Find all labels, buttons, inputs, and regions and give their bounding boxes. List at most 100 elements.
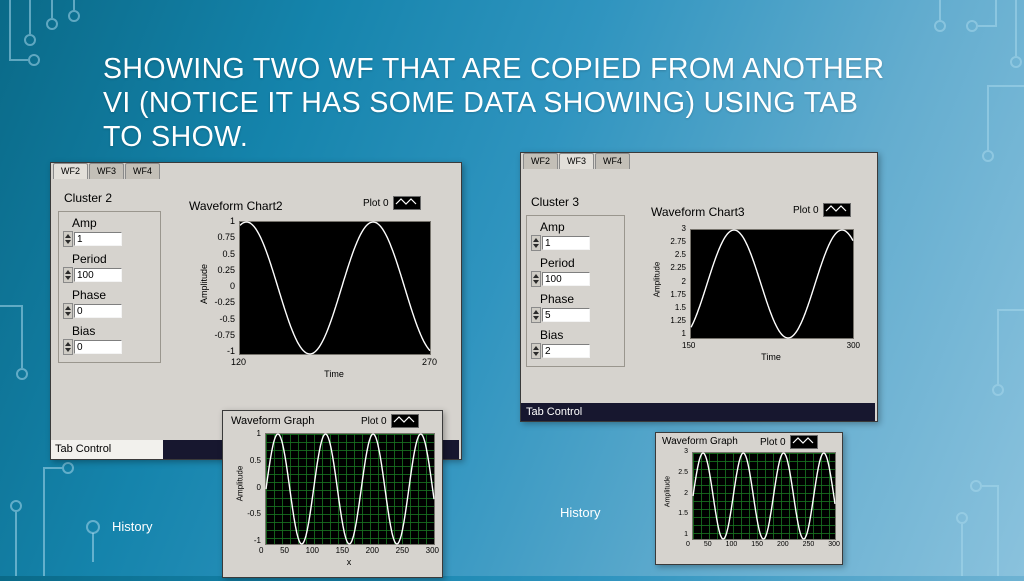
tab-control-label: Tab Control (51, 440, 163, 459)
tick-label: 1.5 (678, 510, 688, 518)
tick-label: 2.75 (670, 237, 686, 247)
y-axis-ticks: 1 0.75 0.5 0.25 0 -0.25 -0.5 -0.75 -1 (203, 216, 235, 356)
tab-wf2[interactable]: WF2 (53, 163, 88, 179)
tick-label: 250 (802, 541, 815, 548)
tick-label: 300 (425, 546, 439, 555)
increment-decrement-spinner[interactable] (531, 235, 541, 251)
cluster-3: Amp Period Phase Bias (526, 215, 625, 367)
increment-decrement-spinner[interactable] (63, 339, 73, 355)
tick-label: 50 (280, 546, 289, 555)
cluster2-phase-input[interactable] (74, 304, 122, 318)
cluster-label: Cluster 3 (531, 195, 580, 209)
tick-label: 0 (259, 546, 264, 555)
numeric-control-period: Period (531, 256, 619, 287)
tick-label: 100 (305, 546, 319, 555)
tab-wf4[interactable]: WF4 (595, 153, 630, 169)
tick-label: 2.25 (670, 263, 686, 273)
cluster3-amp-input[interactable] (542, 236, 590, 250)
tick-label: 150 (751, 541, 763, 548)
graph-plot-area (265, 433, 435, 545)
plot-legend[interactable]: Plot 0 (361, 414, 419, 428)
waveform-trace (691, 230, 853, 338)
cluster2-period-input[interactable] (74, 268, 122, 282)
tick-label: 300 (828, 541, 840, 548)
tick-label: 0 (229, 281, 235, 291)
tick-label: 270 (421, 357, 437, 367)
tab-wf3[interactable]: WF3 (559, 153, 594, 169)
cluster2-bias-input[interactable] (74, 340, 122, 354)
numeric-control-bias: Bias (531, 328, 619, 359)
plot-legend[interactable]: Plot 0 (363, 196, 421, 210)
tick-label: 0.25 (217, 264, 235, 275)
tab-bar-left: WF2 WF3 WF4 (53, 163, 160, 179)
tick-label: 1 (684, 531, 688, 538)
plot-legend[interactable]: Plot 0 (760, 435, 818, 449)
plot-legend[interactable]: Plot 0 (793, 203, 851, 217)
numeric-control-period: Period (63, 252, 155, 283)
increment-decrement-spinner[interactable] (63, 303, 73, 319)
waveform-graph-window-left: Waveform Graph Plot 0 Amplitude 1 0.5 0 -0.… (222, 410, 443, 578)
cluster3-bias-input[interactable] (542, 344, 590, 358)
chart-title: Waveform Chart3 (651, 205, 745, 219)
waveform-graph-window-right: Waveform Graph Plot 0 Amplitude 3 2.5 2 1.5… (655, 432, 843, 565)
increment-decrement-spinner[interactable] (531, 343, 541, 359)
tick-label: 0 (686, 541, 690, 548)
field-label: Period (540, 256, 575, 270)
tick-label: 0.5 (222, 248, 235, 259)
tick-label: 150 (335, 546, 349, 555)
increment-decrement-spinner[interactable] (531, 271, 541, 287)
tab-wf2[interactable]: WF2 (523, 153, 558, 169)
waveform-graph-right-chart: Amplitude 3 2.5 2 1.5 1 0 50 100 150 200 250 300 (658, 448, 840, 560)
plot-style-icon[interactable] (822, 203, 851, 217)
tick-label: 1.75 (670, 289, 686, 299)
numeric-control-amp: Amp (63, 216, 155, 247)
numeric-control-phase: Phase (63, 288, 155, 319)
field-label: Phase (540, 292, 575, 306)
y-axis-ticks: 3 2.5 2 1.5 1 (672, 448, 688, 538)
legend-label: Plot 0 (793, 204, 819, 216)
plot-style-icon[interactable] (392, 196, 421, 210)
chart2-plot-area (239, 221, 431, 355)
labview-window-right: WF2 WF3 WF4 Cluster 3 Amp Period Phase (520, 152, 878, 422)
plot-style-icon[interactable] (789, 435, 818, 449)
tick-label: 1 (229, 216, 235, 226)
tab-wf3[interactable]: WF3 (89, 163, 124, 179)
tick-label: -0.5 (219, 313, 235, 324)
x-axis-label: Time (324, 369, 344, 379)
cluster3-phase-input[interactable] (542, 308, 590, 322)
numeric-control-bias: Bias (63, 324, 155, 355)
cluster-2: Amp Period Phase Bias (58, 211, 161, 363)
tick-label: 200 (365, 546, 379, 555)
x-axis-ticks: 120 270 (231, 357, 437, 367)
tick-label: 2.5 (674, 250, 686, 260)
graph-title: Waveform Graph (662, 436, 738, 447)
tick-label: 250 (395, 546, 409, 555)
legend-label: Plot 0 (760, 436, 786, 448)
history-label-right: History (560, 505, 601, 520)
x-axis-ticks: 0 50 100 150 200 250 300 (686, 541, 840, 548)
plot-style-icon[interactable] (390, 414, 419, 428)
increment-decrement-spinner[interactable] (531, 307, 541, 323)
tick-label: 2.5 (678, 468, 688, 476)
chart3-plot-area (690, 229, 854, 339)
y-axis-label: Amplitude (664, 475, 672, 508)
tick-label: 200 (776, 541, 789, 548)
tab-bar-right: WF2 WF3 WF4 (523, 153, 630, 169)
tick-label: 1 (681, 329, 686, 338)
cluster3-period-input[interactable] (542, 272, 590, 286)
tick-label: -0.5 (247, 509, 261, 519)
waveform-trace (693, 453, 835, 539)
tick-label: 300 (846, 341, 860, 350)
numeric-control-phase: Phase (531, 292, 619, 323)
tick-label: 3 (684, 448, 688, 455)
tick-label: 2 (684, 489, 688, 497)
tab-wf4[interactable]: WF4 (125, 163, 160, 179)
field-label: Bias (540, 328, 564, 342)
increment-decrement-spinner[interactable] (63, 231, 73, 247)
tick-label: 100 (725, 541, 738, 548)
tab-control-label: Tab Control (521, 403, 875, 421)
legend-label: Plot 0 (363, 197, 389, 209)
tick-label: 0.5 (249, 455, 261, 465)
increment-decrement-spinner[interactable] (63, 267, 73, 283)
cluster2-amp-input[interactable] (74, 232, 122, 246)
